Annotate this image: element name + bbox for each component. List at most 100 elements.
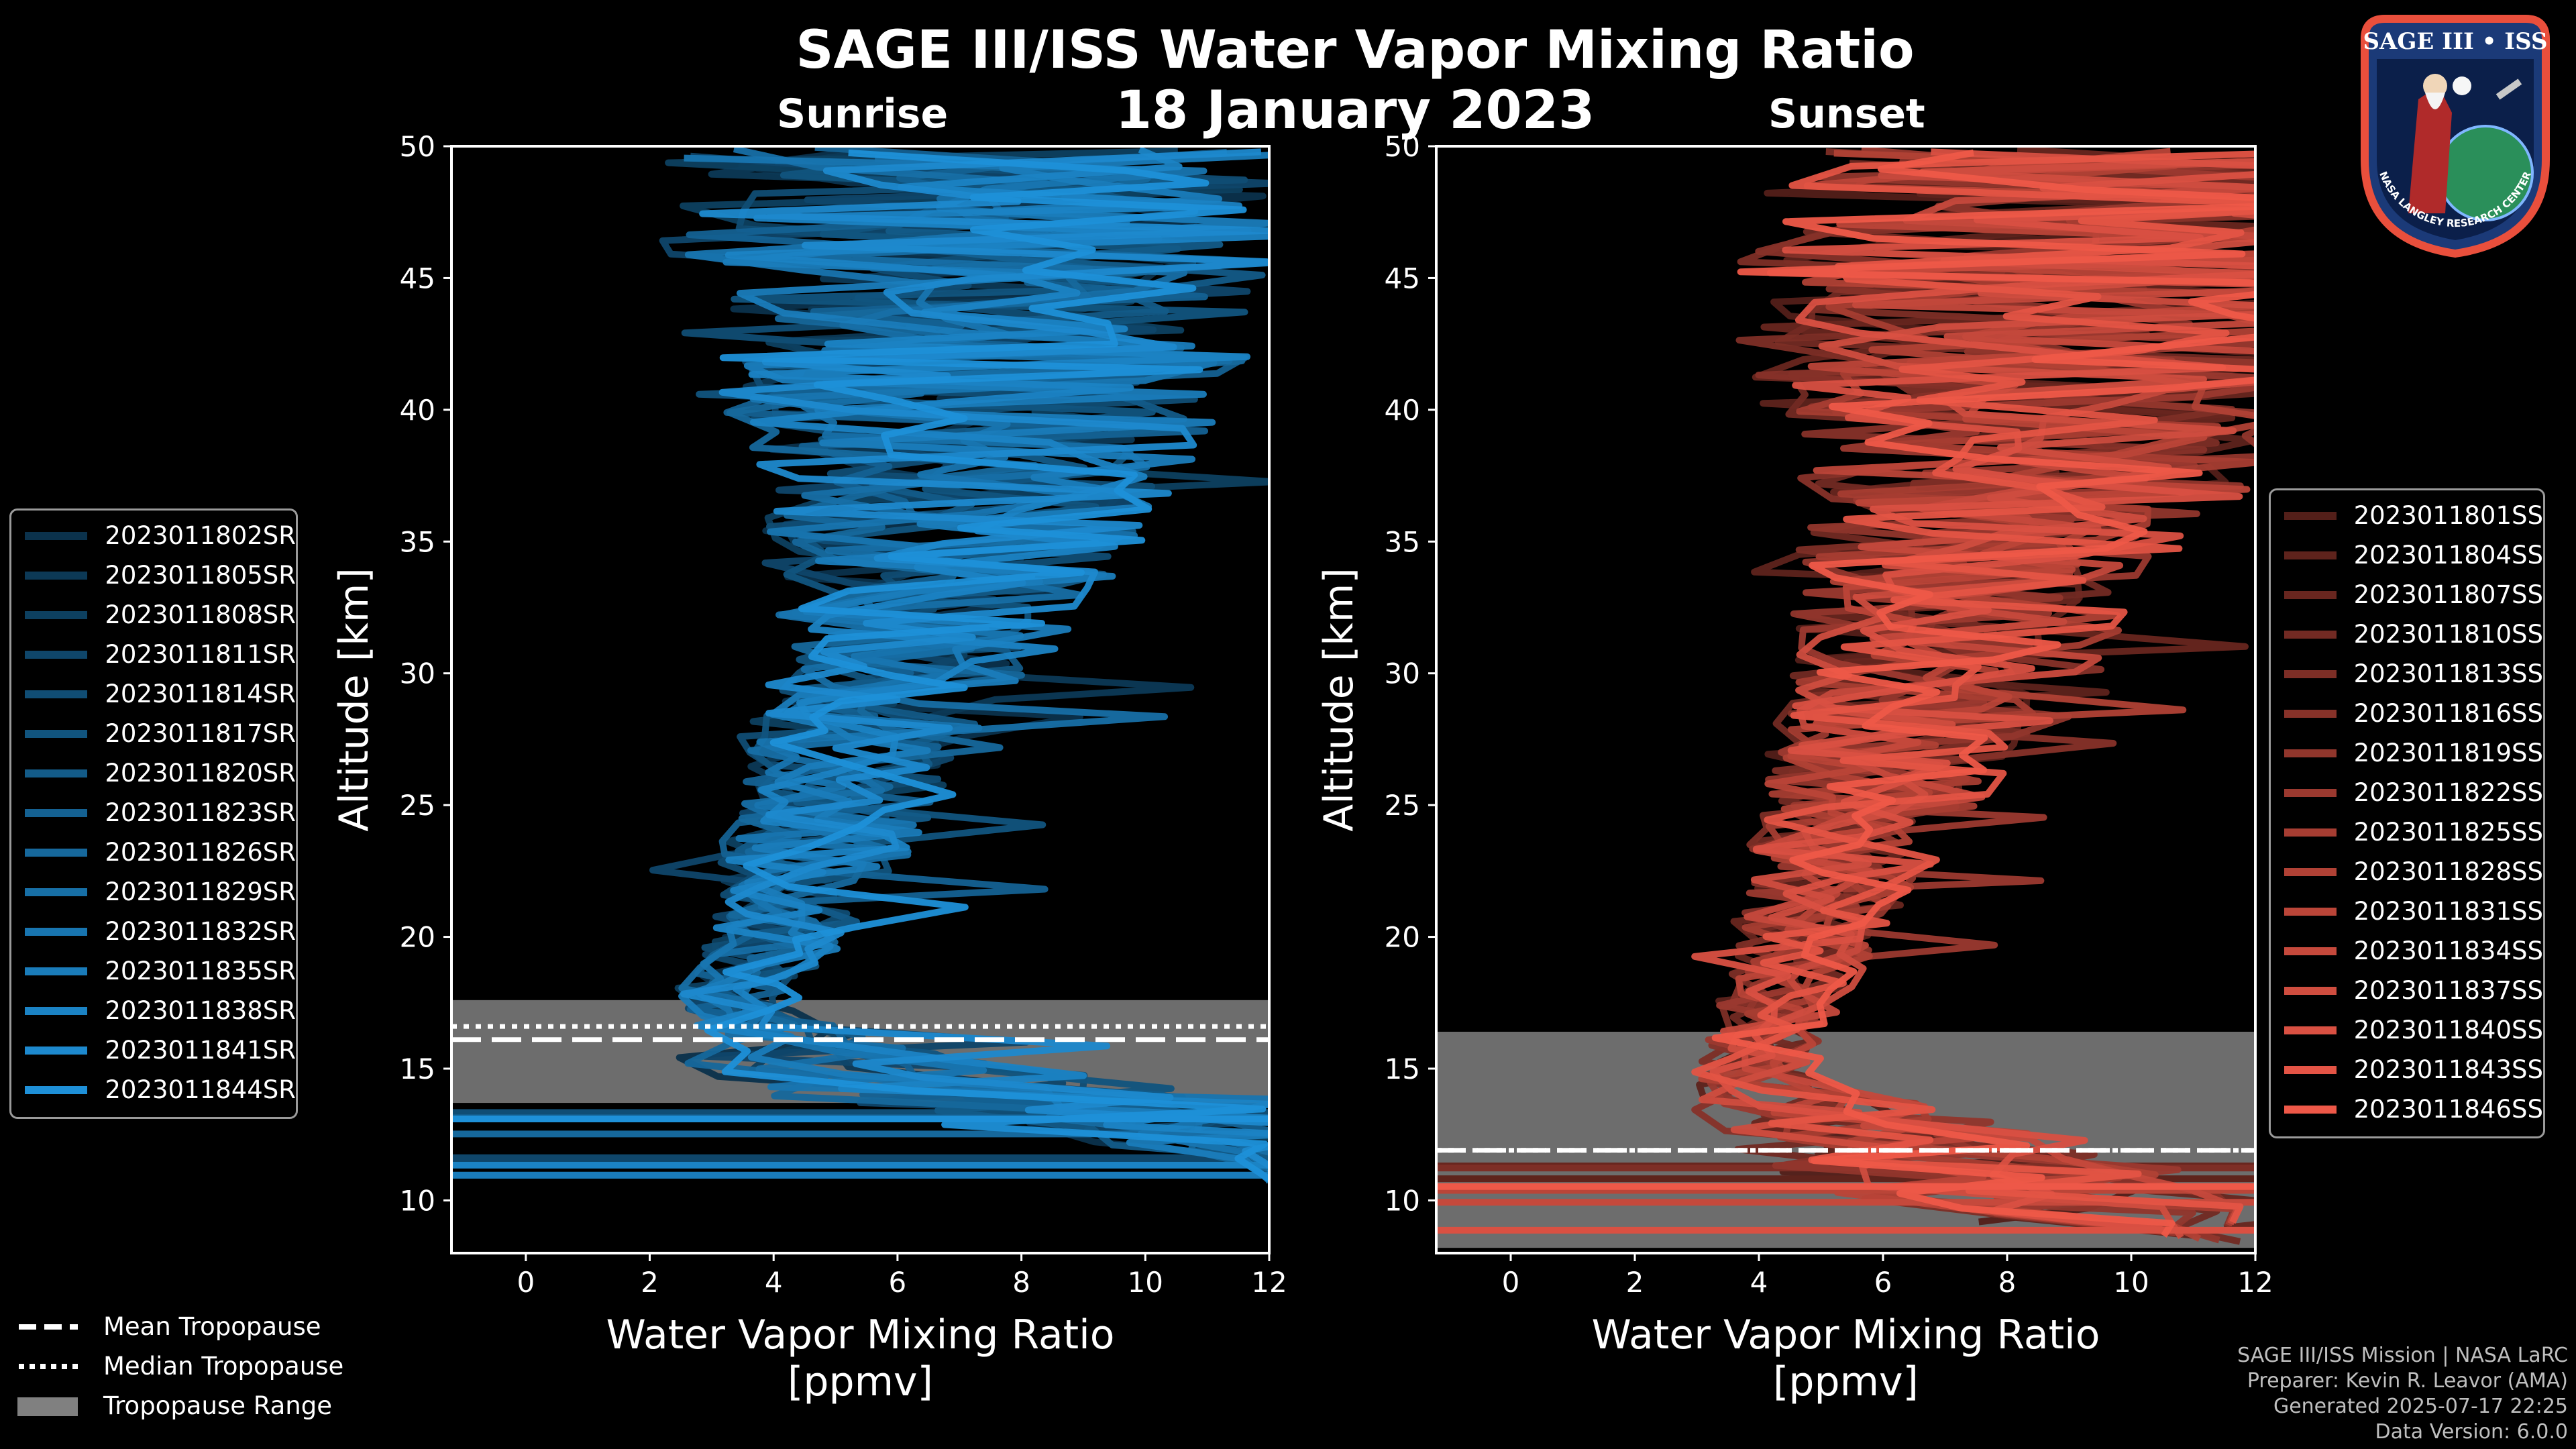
legend-label: 2023011811SR xyxy=(105,640,296,669)
legend-swatch xyxy=(25,927,88,936)
legend-item-2023011841SR: 2023011841SR xyxy=(11,1030,296,1070)
series-line-2023011829SR xyxy=(678,146,1269,1175)
legend-item-2023011843SS: 2023011843SS xyxy=(2271,1050,2543,1089)
series-line-2023011841SR xyxy=(680,148,1269,1169)
legend-item-2023011801SS: 2023011801SS xyxy=(2271,496,2543,535)
legend-swatch xyxy=(2284,590,2337,599)
legend-item-2023011837SS: 2023011837SS xyxy=(2271,971,2543,1010)
sunrise-ytick-label: 35 xyxy=(400,525,435,558)
legend-item-2023011802SR: 2023011802SR xyxy=(11,516,296,555)
legend-swatch xyxy=(2284,1026,2337,1034)
legend-mean-label: Mean Tropopause xyxy=(103,1312,321,1341)
sunset-ytick-label: 25 xyxy=(1385,789,1420,822)
range-swatch-icon xyxy=(17,1397,78,1416)
sunset-ytick-label: 40 xyxy=(1385,394,1420,427)
legend-swatch xyxy=(25,1046,88,1055)
legend-item-2023011805SR: 2023011805SR xyxy=(11,555,296,595)
sunrise-xtick-label: 6 xyxy=(889,1266,907,1299)
legend-label: 2023011844SR xyxy=(105,1075,296,1104)
legend-median-label: Median Tropopause xyxy=(103,1352,344,1381)
sunset-ytick-label: 30 xyxy=(1385,657,1420,690)
legend-item-2023011816SS: 2023011816SS xyxy=(2271,694,2543,733)
sage-iss-mission-logo: SAGE III • ISS NASA LANGLEY RESEARCH CEN… xyxy=(2361,15,2550,258)
legend-label: 2023011813SS xyxy=(2353,659,2543,688)
sunset-ytick-label: 45 xyxy=(1385,262,1420,294)
legend-swatch xyxy=(25,769,88,777)
legend-item-2023011844SR: 2023011844SR xyxy=(11,1070,296,1110)
sunrise-xtick-label: 8 xyxy=(1012,1266,1030,1299)
legend-label: 2023011823SR xyxy=(105,798,296,827)
legend-item-2023011811SR: 2023011811SR xyxy=(11,635,296,674)
sunset-subtitle: Sunset xyxy=(1768,91,1925,138)
legend-item-2023011846SS: 2023011846SS xyxy=(2271,1089,2543,1129)
sunrise-plot: 0 2 4 6 8 10 12 10 15 20 25 30 35 40 45 50 Water Vapor M… xyxy=(331,130,1287,1405)
legend-label: 2023011808SR xyxy=(105,600,296,629)
chart-date: 18 January 2023 xyxy=(1115,80,1595,141)
legend-label: 2023011801SS xyxy=(2353,501,2543,530)
sunrise-xlabel-line2: [ppmv] xyxy=(788,1358,933,1405)
legend-label: 2023011846SS xyxy=(2353,1095,2543,1124)
sunrise-ytick-label: 10 xyxy=(400,1184,435,1217)
legend-label: 2023011804SS xyxy=(2353,541,2543,570)
legend-item-2023011838SR: 2023011838SR xyxy=(11,991,296,1030)
legend-swatch xyxy=(25,531,88,540)
legend-item-2023011828SS: 2023011828SS xyxy=(2271,852,2543,892)
sunrise-xtick-label: 10 xyxy=(1128,1266,1163,1299)
sunset-ytick-label: 10 xyxy=(1385,1184,1420,1217)
sunset-xlabel-line1: Water Vapor Mixing Ratio xyxy=(1592,1311,2100,1358)
sunrise-ytick-label: 30 xyxy=(400,657,435,690)
sunrise-xtick-label: 12 xyxy=(1251,1266,1287,1299)
footer-preparer: Preparer: Kevin R. Leavor (AMA) xyxy=(2247,1369,2568,1393)
logo-text: SAGE III • ISS xyxy=(2363,28,2547,55)
sunset-xtick-label: 2 xyxy=(1626,1266,1644,1299)
legend-swatch xyxy=(25,650,88,659)
sunrise-axes-frame xyxy=(450,145,1271,1254)
tropopause-legend: Mean Tropopause Median Tropopause Tropop… xyxy=(15,1307,417,1426)
sunset-xlabel-line2: [ppmv] xyxy=(1773,1358,1919,1405)
legend-item-2023011834SS: 2023011834SS xyxy=(2271,931,2543,971)
legend-label: 2023011814SR xyxy=(105,680,296,708)
dashed-line-icon xyxy=(19,1324,78,1330)
legend-swatch xyxy=(2284,749,2337,757)
legend-item-2023011813SS: 2023011813SS xyxy=(2271,654,2543,694)
legend-label: 2023011843SS xyxy=(2353,1055,2543,1084)
legend-item-2023011840SS: 2023011840SS xyxy=(2271,1010,2543,1050)
sunrise-legend: 2023011802SR 2023011805SR 2023011808SR 2023… xyxy=(9,508,298,1119)
legend-item-2023011825SS: 2023011825SS xyxy=(2271,812,2543,852)
legend-label: 2023011816SS xyxy=(2353,699,2543,728)
sunrise-xlabel-line1: Water Vapor Mixing Ratio xyxy=(606,1311,1115,1358)
legend-swatch xyxy=(25,888,88,896)
legend-item-2023011823SR: 2023011823SR xyxy=(11,793,296,833)
legend-swatch xyxy=(2284,709,2337,718)
legend-swatch xyxy=(2284,1065,2337,1074)
series-line-2023011840SS xyxy=(1691,148,2255,1234)
sunrise-xtick-label: 4 xyxy=(765,1266,783,1299)
legend-item-2023011832SR: 2023011832SR xyxy=(11,912,296,951)
legend-swatch xyxy=(2284,867,2337,876)
legend-item-2023011804SS: 2023011804SS xyxy=(2271,535,2543,575)
legend-item-2023011826SR: 2023011826SR xyxy=(11,833,296,872)
legend-swatch xyxy=(25,729,88,738)
series-line-2023011844SR xyxy=(704,149,1269,1182)
sunset-ytick-label: 15 xyxy=(1385,1053,1420,1085)
footer-mission: SAGE III/ISS Mission | NASA LaRC xyxy=(2237,1344,2568,1367)
legend-swatch xyxy=(2284,630,2337,639)
legend-label: 2023011828SS xyxy=(2353,857,2543,886)
sunset-ylabel: Altitude [km] xyxy=(1316,568,1362,832)
sunrise-ytick-label: 20 xyxy=(400,921,435,954)
legend-label: 2023011819SS xyxy=(2353,739,2543,767)
series-line-2023011843SS xyxy=(1691,150,2255,1224)
sunset-xtick-label: 4 xyxy=(1750,1266,1768,1299)
sunset-xtick-label: 0 xyxy=(1502,1266,1520,1299)
legend-swatch xyxy=(25,610,88,619)
sunrise-ytick-label: 15 xyxy=(400,1053,435,1085)
legend-label: 2023011805SR xyxy=(105,561,296,590)
legend-swatch xyxy=(2284,947,2337,955)
sunset-xtick-label: 8 xyxy=(1998,1266,2017,1299)
legend-label: 2023011810SS xyxy=(2353,620,2543,649)
sunrise-xtick-label: 0 xyxy=(517,1266,535,1299)
legend-label: 2023011840SS xyxy=(2353,1016,2543,1044)
legend-swatch xyxy=(25,571,88,580)
legend-label: 2023011838SR xyxy=(105,996,296,1025)
